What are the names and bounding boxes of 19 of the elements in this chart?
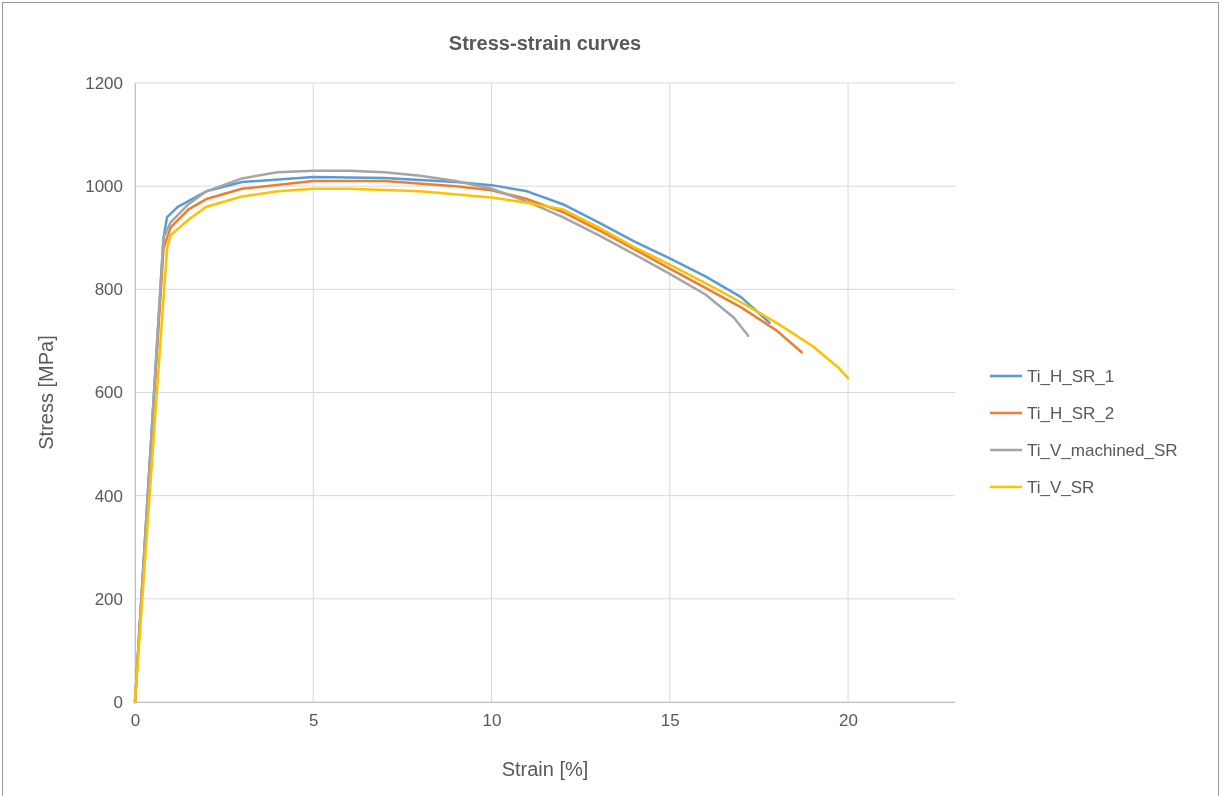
x-tick-label: 20 xyxy=(839,711,858,731)
legend-label: Ti_V_SR xyxy=(1027,478,1095,497)
legend-label: Ti_H_SR_1 xyxy=(1027,367,1115,386)
legend-label: Ti_H_SR_2 xyxy=(1027,404,1115,423)
y-tick-label: 800 xyxy=(94,280,123,300)
legend-label: Ti_V_machined_SR xyxy=(1027,441,1178,460)
y-axis-title: Stress [MPa] xyxy=(35,335,57,450)
y-tick-label: 1000 xyxy=(85,177,123,197)
y-tick-label: 400 xyxy=(94,486,123,506)
y-tick-label: 1200 xyxy=(85,73,123,93)
y-tick-label: 200 xyxy=(94,589,123,609)
x-tick-label: 10 xyxy=(482,711,502,731)
y-tick-label: 600 xyxy=(94,383,123,403)
x-tick-label: 0 xyxy=(130,711,141,731)
y-tick-label: 0 xyxy=(113,692,123,712)
x-tick-label: 5 xyxy=(309,711,319,731)
x-tick-label: 15 xyxy=(660,711,680,731)
x-axis-title: Strain [%] xyxy=(501,758,589,780)
chart-title: Stress-strain curves xyxy=(448,32,642,54)
